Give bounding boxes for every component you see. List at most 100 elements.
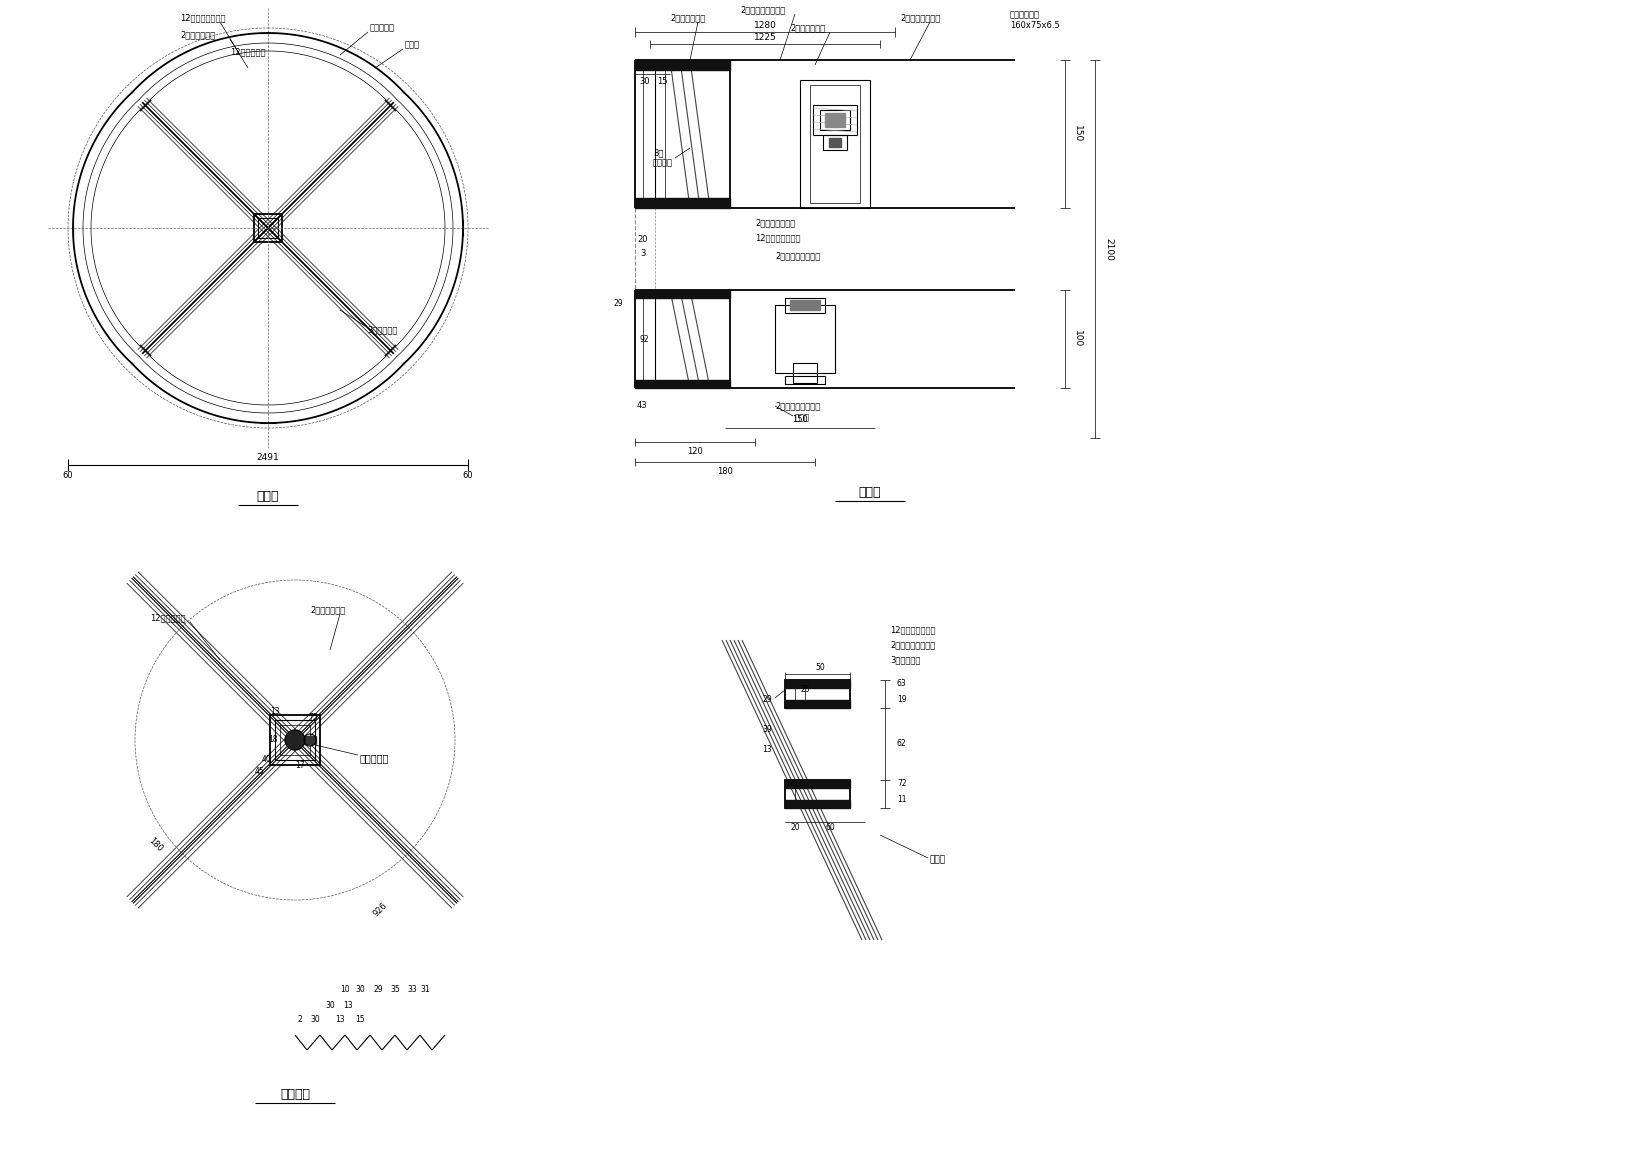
Text: 25: 25 xyxy=(801,685,809,694)
Text: 63: 63 xyxy=(897,679,906,689)
Bar xyxy=(784,700,850,708)
Text: 75: 75 xyxy=(308,713,318,722)
Text: 2厘不锈钢板取口: 2厘不锈钢板取口 xyxy=(755,219,796,227)
Text: 3: 3 xyxy=(641,249,646,259)
Text: 92: 92 xyxy=(639,336,649,345)
Text: 150: 150 xyxy=(1073,126,1081,142)
Bar xyxy=(634,290,730,298)
Text: 43: 43 xyxy=(638,402,648,410)
Text: 12厘颗化玻璃: 12厘颗化玻璃 xyxy=(150,614,186,622)
Bar xyxy=(812,105,857,135)
Text: 17: 17 xyxy=(295,761,305,770)
Text: 2厘不锈钢板覆面线: 2厘不锈钢板覆面线 xyxy=(775,252,821,261)
Text: 18: 18 xyxy=(269,735,279,744)
Text: 橡皮条: 橡皮条 xyxy=(794,414,811,423)
Text: 60: 60 xyxy=(63,471,73,480)
Text: 150: 150 xyxy=(793,416,808,424)
Text: 30: 30 xyxy=(354,986,364,995)
Bar xyxy=(259,218,279,238)
Text: 防震金属件: 防震金属件 xyxy=(359,753,389,763)
Text: 2厘不锈颗板取口: 2厘不锈颗板取口 xyxy=(900,14,941,22)
Text: 12厘弧形钢化玻璃: 12厘弧形钢化玻璃 xyxy=(755,233,801,242)
Text: 12厘颗化玻璃: 12厘颗化玻璃 xyxy=(231,48,265,56)
Text: 半面图: 半面图 xyxy=(257,490,279,503)
Text: 180: 180 xyxy=(147,836,163,854)
Text: 120: 120 xyxy=(687,447,704,457)
Bar xyxy=(811,85,860,203)
Bar xyxy=(634,61,730,70)
Bar xyxy=(784,680,850,708)
Text: 13: 13 xyxy=(343,1001,353,1010)
Text: 33: 33 xyxy=(407,986,417,995)
Bar xyxy=(784,376,826,384)
Text: 2100: 2100 xyxy=(1104,238,1114,261)
Text: 13: 13 xyxy=(270,707,280,716)
Text: 926: 926 xyxy=(371,902,389,919)
Bar xyxy=(784,680,850,689)
Text: 橡皮条: 橡皮条 xyxy=(929,855,946,864)
Text: 2491: 2491 xyxy=(257,453,280,463)
Text: 半剪详图: 半剪详图 xyxy=(280,1088,310,1101)
Bar xyxy=(634,380,730,388)
Text: 29: 29 xyxy=(372,986,382,995)
Text: 20: 20 xyxy=(789,824,799,833)
Text: 30: 30 xyxy=(639,78,651,86)
Text: 60: 60 xyxy=(826,824,836,833)
Text: 3厘加强钢板: 3厘加强钢板 xyxy=(368,325,397,334)
Text: 45: 45 xyxy=(255,768,265,777)
Text: 30: 30 xyxy=(310,1016,320,1024)
Text: 50: 50 xyxy=(816,664,826,672)
Text: 15: 15 xyxy=(658,78,667,86)
Text: 橡皮条: 橡皮条 xyxy=(405,41,420,49)
Bar xyxy=(784,781,850,809)
Text: 2厘不锈颗板表面线: 2厘不锈颗板表面线 xyxy=(890,641,936,650)
Bar xyxy=(784,781,850,788)
Text: 2厘不锈颗板边: 2厘不锈颗板边 xyxy=(180,30,216,40)
Bar xyxy=(793,363,817,383)
Text: 100: 100 xyxy=(1073,331,1081,347)
Text: 11: 11 xyxy=(897,796,906,805)
Text: 13: 13 xyxy=(335,1016,344,1024)
Text: 12厘弧形颗化玻璃: 12厘弧形颗化玻璃 xyxy=(890,626,936,635)
Text: 29: 29 xyxy=(763,696,771,705)
Text: 72: 72 xyxy=(897,779,906,789)
Text: 2厘不锈钢板覆面线: 2厘不锈钢板覆面线 xyxy=(775,402,821,410)
Text: 2厘不锈颗板边: 2厘不锈颗板边 xyxy=(671,14,705,22)
Bar xyxy=(254,214,282,242)
Bar xyxy=(826,113,845,127)
Text: 29: 29 xyxy=(613,299,623,309)
Text: 15: 15 xyxy=(356,1016,364,1024)
Bar xyxy=(775,305,836,373)
Text: 31: 31 xyxy=(420,986,430,995)
Bar xyxy=(275,720,315,760)
Text: 2: 2 xyxy=(298,1016,302,1024)
Bar xyxy=(784,800,850,809)
Circle shape xyxy=(285,730,305,750)
Bar xyxy=(829,137,840,147)
Text: 19: 19 xyxy=(897,694,906,704)
Text: 剪面图: 剪面图 xyxy=(859,487,882,500)
Text: 10: 10 xyxy=(339,986,349,995)
Text: 35: 35 xyxy=(391,986,400,995)
Text: 3厘
加强钢板: 3厘 加强钢板 xyxy=(653,148,672,168)
Bar xyxy=(784,298,826,313)
Text: 1280: 1280 xyxy=(753,21,776,29)
Bar xyxy=(303,736,316,744)
Text: 60: 60 xyxy=(463,471,473,480)
Text: 180: 180 xyxy=(717,467,733,476)
Text: 20: 20 xyxy=(638,234,648,243)
Text: 62: 62 xyxy=(897,740,906,748)
Text: 39: 39 xyxy=(763,726,771,734)
Text: 2厘不锈颗板表面线: 2厘不锈颗板表面线 xyxy=(740,6,784,14)
Bar xyxy=(634,198,730,209)
Bar xyxy=(280,725,310,755)
Text: 1225: 1225 xyxy=(753,34,776,42)
Bar xyxy=(821,110,850,130)
Text: 30: 30 xyxy=(325,1001,335,1010)
Text: 3厘加强颗板: 3厘加强颗板 xyxy=(890,656,920,664)
Bar xyxy=(270,715,320,765)
Bar xyxy=(799,80,870,209)
Text: 40: 40 xyxy=(262,755,272,764)
Bar xyxy=(822,135,847,150)
Text: 12厘弧形颗化玻璃: 12厘弧形颗化玻璃 xyxy=(180,14,226,22)
